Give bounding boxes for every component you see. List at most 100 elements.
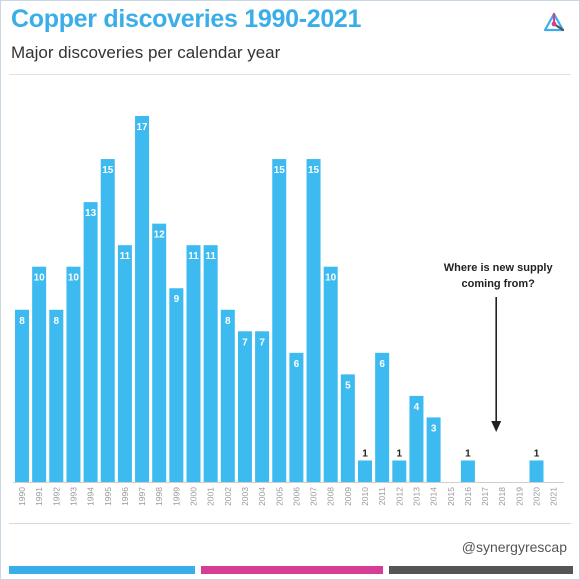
data-label-2003: 7 (242, 337, 248, 348)
tick-label-2019: 2019 (514, 487, 524, 506)
tick-label-2011: 2011 (377, 487, 387, 506)
footer-stripe-gray (389, 566, 573, 574)
tick-label-2000: 2000 (189, 487, 199, 506)
data-label-1998: 12 (154, 230, 166, 241)
bar-1995 (100, 159, 115, 482)
tick-label-1993: 1993 (68, 487, 78, 506)
bar-2004 (255, 331, 270, 482)
data-label-1991: 10 (34, 273, 46, 284)
tick-label-1992: 1992 (51, 487, 61, 506)
data-label-1990: 8 (19, 316, 25, 327)
tick-label-1995: 1995 (103, 487, 113, 506)
tick-label-2008: 2008 (326, 487, 336, 506)
bar-1991 (32, 266, 47, 482)
tick-label-1994: 1994 (86, 487, 96, 506)
bar-1990 (15, 309, 29, 482)
bar-2014 (426, 417, 441, 482)
bar-2001 (203, 245, 218, 482)
data-label-2005: 15 (274, 165, 286, 176)
bar-2003 (237, 331, 252, 482)
tick-label-2017: 2017 (480, 487, 490, 506)
data-label-1995: 15 (102, 165, 114, 176)
tick-label-2004: 2004 (257, 487, 267, 506)
annotation-arrow-head (491, 421, 502, 432)
tick-label-2001: 2001 (206, 487, 216, 506)
bar-2010 (358, 460, 372, 482)
tick-label-1999: 1999 (171, 487, 181, 506)
data-label-2009: 5 (345, 380, 351, 391)
data-label-2011: 6 (379, 359, 385, 370)
tick-label-1998: 1998 (154, 487, 164, 506)
bar-2002 (220, 309, 235, 482)
data-label-1996: 11 (120, 251, 131, 262)
data-label-2012: 1 (397, 448, 403, 459)
bar-2013 (409, 395, 424, 482)
footer-divider (9, 523, 571, 524)
tick-label-2007: 2007 (309, 487, 319, 506)
social-handle: @synergyrescap (461, 539, 567, 555)
data-label-2000: 11 (188, 251, 199, 262)
header-divider (9, 74, 571, 75)
bar-2008 (323, 266, 338, 482)
tick-label-1990: 1990 (17, 487, 27, 506)
bar-1998 (152, 223, 167, 482)
chart-subtitle: Major discoveries per calendar year (11, 43, 281, 62)
data-label-2006: 6 (294, 359, 300, 370)
data-label-2002: 8 (225, 316, 231, 327)
tick-label-1991: 1991 (34, 487, 44, 506)
tick-label-2021: 2021 (549, 487, 559, 506)
bar-1993 (66, 266, 81, 482)
data-label-2013: 4 (414, 402, 420, 413)
annotation-text-line-2: coming from? (462, 278, 536, 290)
tick-label-2013: 2013 (411, 487, 421, 506)
tick-label-2018: 2018 (497, 487, 507, 506)
tick-label-2015: 2015 (446, 487, 456, 506)
tick-label-2014: 2014 (429, 487, 439, 506)
bar-1996 (117, 245, 132, 482)
tick-label-2012: 2012 (394, 487, 404, 506)
data-label-1997: 17 (136, 122, 148, 133)
data-label-2014: 3 (431, 423, 437, 434)
data-label-1993: 10 (68, 273, 80, 284)
bar-2006 (289, 352, 304, 482)
tick-label-2005: 2005 (274, 487, 284, 506)
tick-label-2016: 2016 (463, 487, 473, 506)
footer-stripe-magenta (201, 566, 383, 574)
bar-2005 (272, 159, 287, 482)
bar-1994 (83, 202, 98, 482)
data-label-1994: 13 (85, 208, 97, 219)
data-label-2020: 1 (534, 448, 540, 459)
tick-label-2010: 2010 (360, 487, 370, 506)
data-label-2008: 10 (325, 273, 337, 284)
bar-2011 (375, 352, 390, 482)
bar-2007 (306, 159, 321, 482)
data-label-2007: 15 (308, 165, 320, 176)
tick-label-2009: 2009 (343, 487, 353, 506)
data-label-2016: 1 (465, 448, 471, 459)
tick-label-1997: 1997 (137, 487, 147, 506)
tick-label-2020: 2020 (532, 487, 542, 506)
bar-2012 (392, 460, 407, 482)
tick-label-2006: 2006 (291, 487, 301, 506)
bar-2020 (529, 460, 544, 482)
bar-1997 (135, 116, 150, 482)
data-label-1999: 9 (174, 294, 180, 305)
data-label-2010: 1 (362, 448, 368, 459)
tick-label-2002: 2002 (223, 487, 233, 506)
footer-stripe-blue (9, 566, 195, 574)
data-label-1992: 8 (54, 316, 60, 327)
data-label-2004: 7 (259, 337, 265, 348)
bar-1999 (169, 288, 184, 482)
annotation-text-line-1: Where is new supply (444, 262, 554, 274)
bar-chart: 8199010199181992101993131994151995111996… (13, 116, 564, 506)
chart-title: Copper discoveries 1990-2021 (11, 5, 362, 33)
tick-label-1996: 1996 (120, 487, 130, 506)
bar-2016 (460, 460, 475, 482)
data-label-2001: 11 (205, 251, 216, 262)
synergy-logo-icon (543, 12, 565, 32)
bar-2000 (186, 245, 201, 482)
tick-label-2003: 2003 (240, 487, 250, 506)
bar-1992 (49, 309, 64, 482)
bar-2009 (340, 374, 355, 482)
